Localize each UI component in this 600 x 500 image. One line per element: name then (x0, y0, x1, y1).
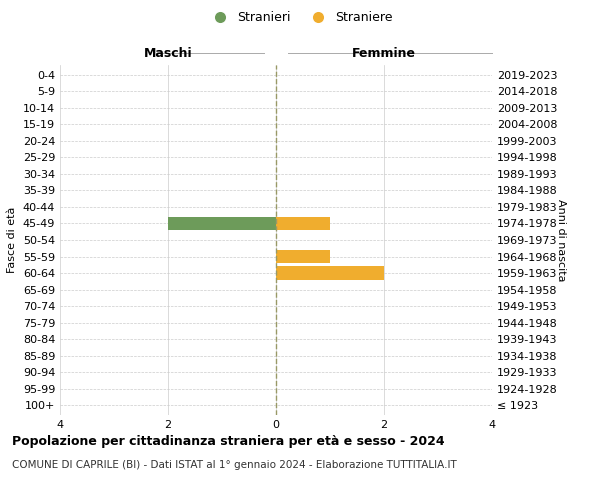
Bar (276, 266, 384, 280)
Bar (276, 216, 330, 230)
Text: Popolazione per cittadinanza straniera per età e sesso - 2024: Popolazione per cittadinanza straniera p… (12, 435, 445, 448)
Legend: Stranieri, Straniere: Stranieri, Straniere (202, 6, 398, 29)
Text: Maschi: Maschi (143, 47, 193, 60)
Text: COMUNE DI CAPRILE (BI) - Dati ISTAT al 1° gennaio 2024 - Elaborazione TUTTITALIA: COMUNE DI CAPRILE (BI) - Dati ISTAT al 1… (12, 460, 457, 470)
Bar (276, 250, 330, 264)
Y-axis label: Fasce di età: Fasce di età (7, 207, 17, 273)
Y-axis label: Anni di nascita: Anni di nascita (556, 198, 566, 281)
Bar (168, 216, 276, 230)
Text: Femmine: Femmine (352, 47, 416, 60)
